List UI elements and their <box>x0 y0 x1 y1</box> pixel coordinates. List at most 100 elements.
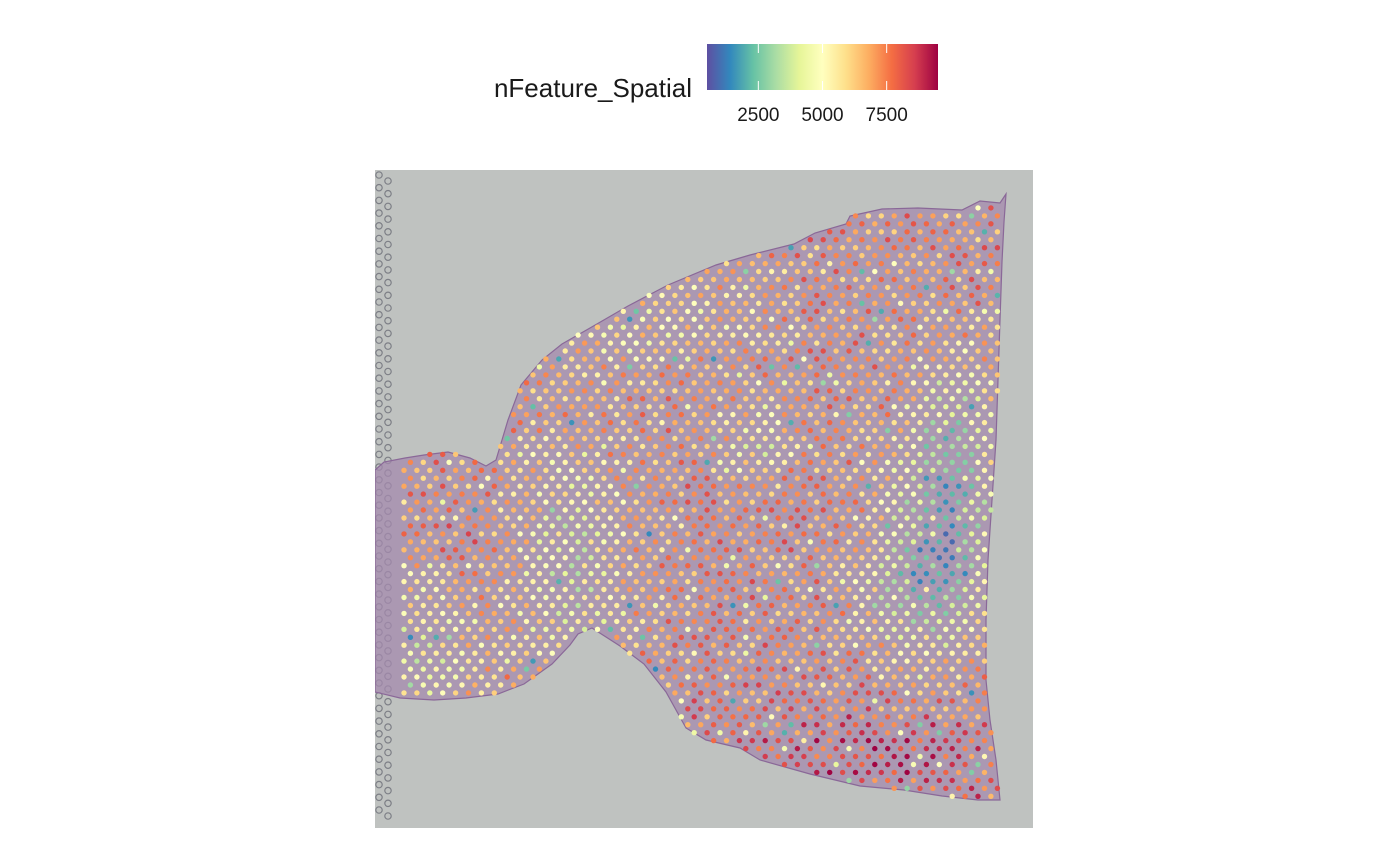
spot <box>943 451 949 458</box>
spot <box>801 324 807 330</box>
spot <box>691 380 697 386</box>
spot <box>930 292 936 299</box>
spot <box>839 706 846 712</box>
spot <box>820 730 826 736</box>
spot <box>549 380 555 386</box>
colorbar-tick-label: 5000 <box>801 105 843 126</box>
spot <box>407 666 414 672</box>
spot <box>968 610 975 617</box>
spot <box>891 594 897 601</box>
spot <box>723 706 730 712</box>
spot <box>510 586 517 593</box>
tissue-section <box>375 191 1007 801</box>
spot <box>627 491 633 497</box>
spot <box>691 539 697 545</box>
spot <box>620 404 626 410</box>
spot <box>930 388 936 394</box>
spot <box>988 221 994 227</box>
spot <box>968 722 975 728</box>
spot <box>885 459 891 465</box>
spot <box>794 348 801 354</box>
spot <box>930 706 936 712</box>
spot <box>975 777 981 784</box>
spot <box>788 340 794 346</box>
spot <box>465 467 472 473</box>
fiducial-dot <box>384 393 392 401</box>
spot <box>472 570 478 577</box>
spot <box>917 356 923 362</box>
spot <box>788 753 794 760</box>
spot <box>730 650 736 656</box>
spot <box>917 213 923 219</box>
spot <box>833 316 839 322</box>
spot <box>768 650 775 656</box>
spot <box>975 268 981 275</box>
spot <box>865 578 872 585</box>
spot <box>781 507 788 513</box>
spot <box>678 666 684 672</box>
spot <box>820 666 826 672</box>
spot <box>627 523 633 529</box>
spot <box>659 308 665 314</box>
spot <box>588 570 594 577</box>
spot <box>885 300 891 306</box>
spot <box>788 578 794 585</box>
spot <box>607 404 614 410</box>
spot <box>517 658 523 664</box>
spot <box>704 316 710 322</box>
spot <box>665 570 672 577</box>
spot <box>607 435 614 442</box>
spot <box>452 467 459 473</box>
spot <box>781 411 788 418</box>
spot <box>652 380 659 386</box>
spot <box>833 348 839 354</box>
spot <box>465 499 472 505</box>
spot <box>575 523 581 529</box>
spot <box>872 730 878 736</box>
spot <box>943 483 949 489</box>
spot <box>440 499 446 505</box>
spot <box>536 555 543 561</box>
spot <box>949 459 955 465</box>
spot <box>575 539 581 545</box>
spot <box>839 229 846 235</box>
spot <box>517 483 523 489</box>
spot <box>717 714 723 720</box>
spot <box>814 626 820 632</box>
spot <box>865 706 872 712</box>
spot <box>936 427 942 434</box>
spot <box>659 356 665 362</box>
spot <box>698 356 704 362</box>
spot <box>968 674 975 680</box>
spot <box>885 332 891 338</box>
spot <box>891 690 897 696</box>
spot <box>975 602 981 609</box>
spot <box>504 483 510 489</box>
spot <box>530 594 536 601</box>
spot <box>839 753 846 760</box>
spot <box>936 634 942 640</box>
spot <box>975 475 981 481</box>
spot <box>801 578 807 585</box>
spot <box>910 475 917 481</box>
spot <box>885 730 891 736</box>
spot <box>846 348 852 354</box>
spot <box>756 475 762 481</box>
spot <box>930 499 936 505</box>
spot <box>704 714 710 720</box>
spot <box>672 340 678 346</box>
spot <box>543 467 549 473</box>
spot <box>768 539 775 545</box>
spot <box>891 578 897 585</box>
spot <box>698 626 704 632</box>
spot <box>981 435 988 442</box>
spot <box>685 594 691 601</box>
spot <box>936 714 942 720</box>
spot <box>510 523 517 529</box>
spot <box>427 515 433 521</box>
spot <box>794 491 801 497</box>
spot <box>981 547 988 553</box>
spot <box>749 626 755 632</box>
spot <box>923 602 930 609</box>
spot <box>646 563 652 569</box>
